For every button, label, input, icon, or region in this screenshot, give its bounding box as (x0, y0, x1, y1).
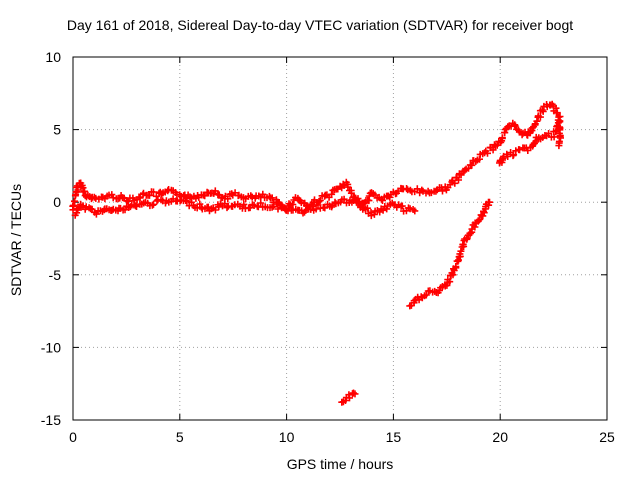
data-point-plus (432, 187, 440, 195)
data-point-plus (504, 153, 512, 160)
data-point-plus (413, 185, 421, 193)
data-point-plus (71, 197, 78, 205)
data-point-plus (555, 142, 563, 150)
data-point-plus (150, 188, 157, 196)
data-point-plus (466, 229, 474, 237)
x-tick-label: 20 (492, 429, 508, 445)
grid-lines (73, 57, 607, 420)
plot-area-frame (72, 56, 608, 421)
data-point-plus (557, 134, 564, 142)
data-point-plus (510, 151, 518, 159)
x-axis-label: GPS time / hours (286, 456, 394, 472)
data-point-plus (489, 146, 497, 154)
data-point-plus (511, 122, 519, 130)
data-point-plus (417, 293, 425, 301)
y-axis-label: SDTVAR / TECUs (8, 183, 24, 297)
data-point-plus (268, 194, 276, 202)
data-point-plus (498, 134, 506, 142)
data-point-plus (398, 202, 406, 210)
data-point-plus (268, 203, 276, 211)
data-point-plus (223, 204, 231, 212)
axis-ticks: 0 5 10 15 20 25 -15 -10 -5 0 5 10 (41, 49, 615, 445)
data-point-plus (274, 205, 282, 213)
chart-title: Day 161 of 2018, Sidereal Day-to-day VTE… (66, 17, 574, 33)
data-point-plus (452, 263, 460, 270)
data-point-plus (449, 271, 457, 279)
x-tick-label: 0 (69, 429, 77, 445)
data-point-plus (418, 186, 426, 194)
data-point-plus (553, 109, 561, 117)
data-point-plus (486, 198, 493, 206)
data-point-plus (90, 193, 98, 201)
data-point-plus (183, 197, 191, 205)
data-point-plus (182, 197, 190, 204)
data-point-plus (533, 117, 541, 125)
data-point-plus (455, 176, 462, 184)
data-point-plus (240, 200, 248, 208)
data-point-plus (403, 185, 411, 192)
data-point-plus (257, 199, 265, 207)
data-point-plus (484, 149, 491, 157)
data-point-plus (422, 291, 430, 299)
data-point-plus (363, 204, 371, 212)
data-point-plus (411, 207, 419, 215)
data-point-plus (451, 179, 459, 187)
data-point-plus (135, 193, 143, 201)
data-point-plus (545, 130, 553, 137)
data-point-plus (315, 197, 323, 205)
data-point-plus (406, 186, 414, 194)
data-point-plus (446, 278, 454, 286)
data-point-plus (74, 205, 82, 213)
y-tick-label: 0 (53, 194, 61, 210)
data-point-plus (328, 190, 336, 198)
data-point-plus (351, 390, 359, 398)
x-tick-label: 25 (599, 429, 615, 445)
y-tick-label: 5 (53, 122, 61, 138)
data-point-plus (273, 200, 281, 208)
data-point-plus (347, 187, 355, 194)
data-point-plus (476, 216, 484, 223)
data-point-plus (461, 166, 469, 174)
x-tick-label: 5 (176, 429, 184, 445)
data-point-plus (379, 206, 387, 214)
data-point-plus (439, 187, 446, 195)
data-point-plus (340, 195, 348, 203)
data-point-plus (350, 389, 357, 397)
x-tick-label: 10 (279, 429, 295, 445)
data-point-plus (150, 200, 157, 208)
data-point-plus (468, 161, 476, 169)
data-point-plus (224, 195, 232, 203)
data-point-plus (211, 206, 219, 214)
data-point-plus (321, 204, 329, 212)
y-tick-label: 10 (45, 49, 61, 65)
y-tick-label: -5 (49, 267, 62, 283)
data-points (69, 100, 564, 406)
data-point-plus (536, 113, 544, 121)
data-point-plus (438, 184, 445, 192)
data-point-plus (346, 394, 353, 402)
data-point-plus (538, 106, 546, 114)
data-point-plus (529, 141, 537, 149)
data-point-plus (146, 191, 153, 199)
y-tick-label: -15 (41, 412, 61, 428)
data-point-plus (457, 247, 465, 255)
x-tick-label: 15 (386, 429, 402, 445)
data-point-plus (355, 200, 363, 208)
data-point-plus (211, 187, 219, 195)
y-tick-label: -10 (41, 339, 61, 355)
data-point-plus (316, 196, 324, 204)
data-point-plus (69, 202, 77, 209)
data-point-plus (221, 200, 229, 208)
data-point-plus (228, 190, 236, 198)
data-point-plus (480, 209, 488, 217)
